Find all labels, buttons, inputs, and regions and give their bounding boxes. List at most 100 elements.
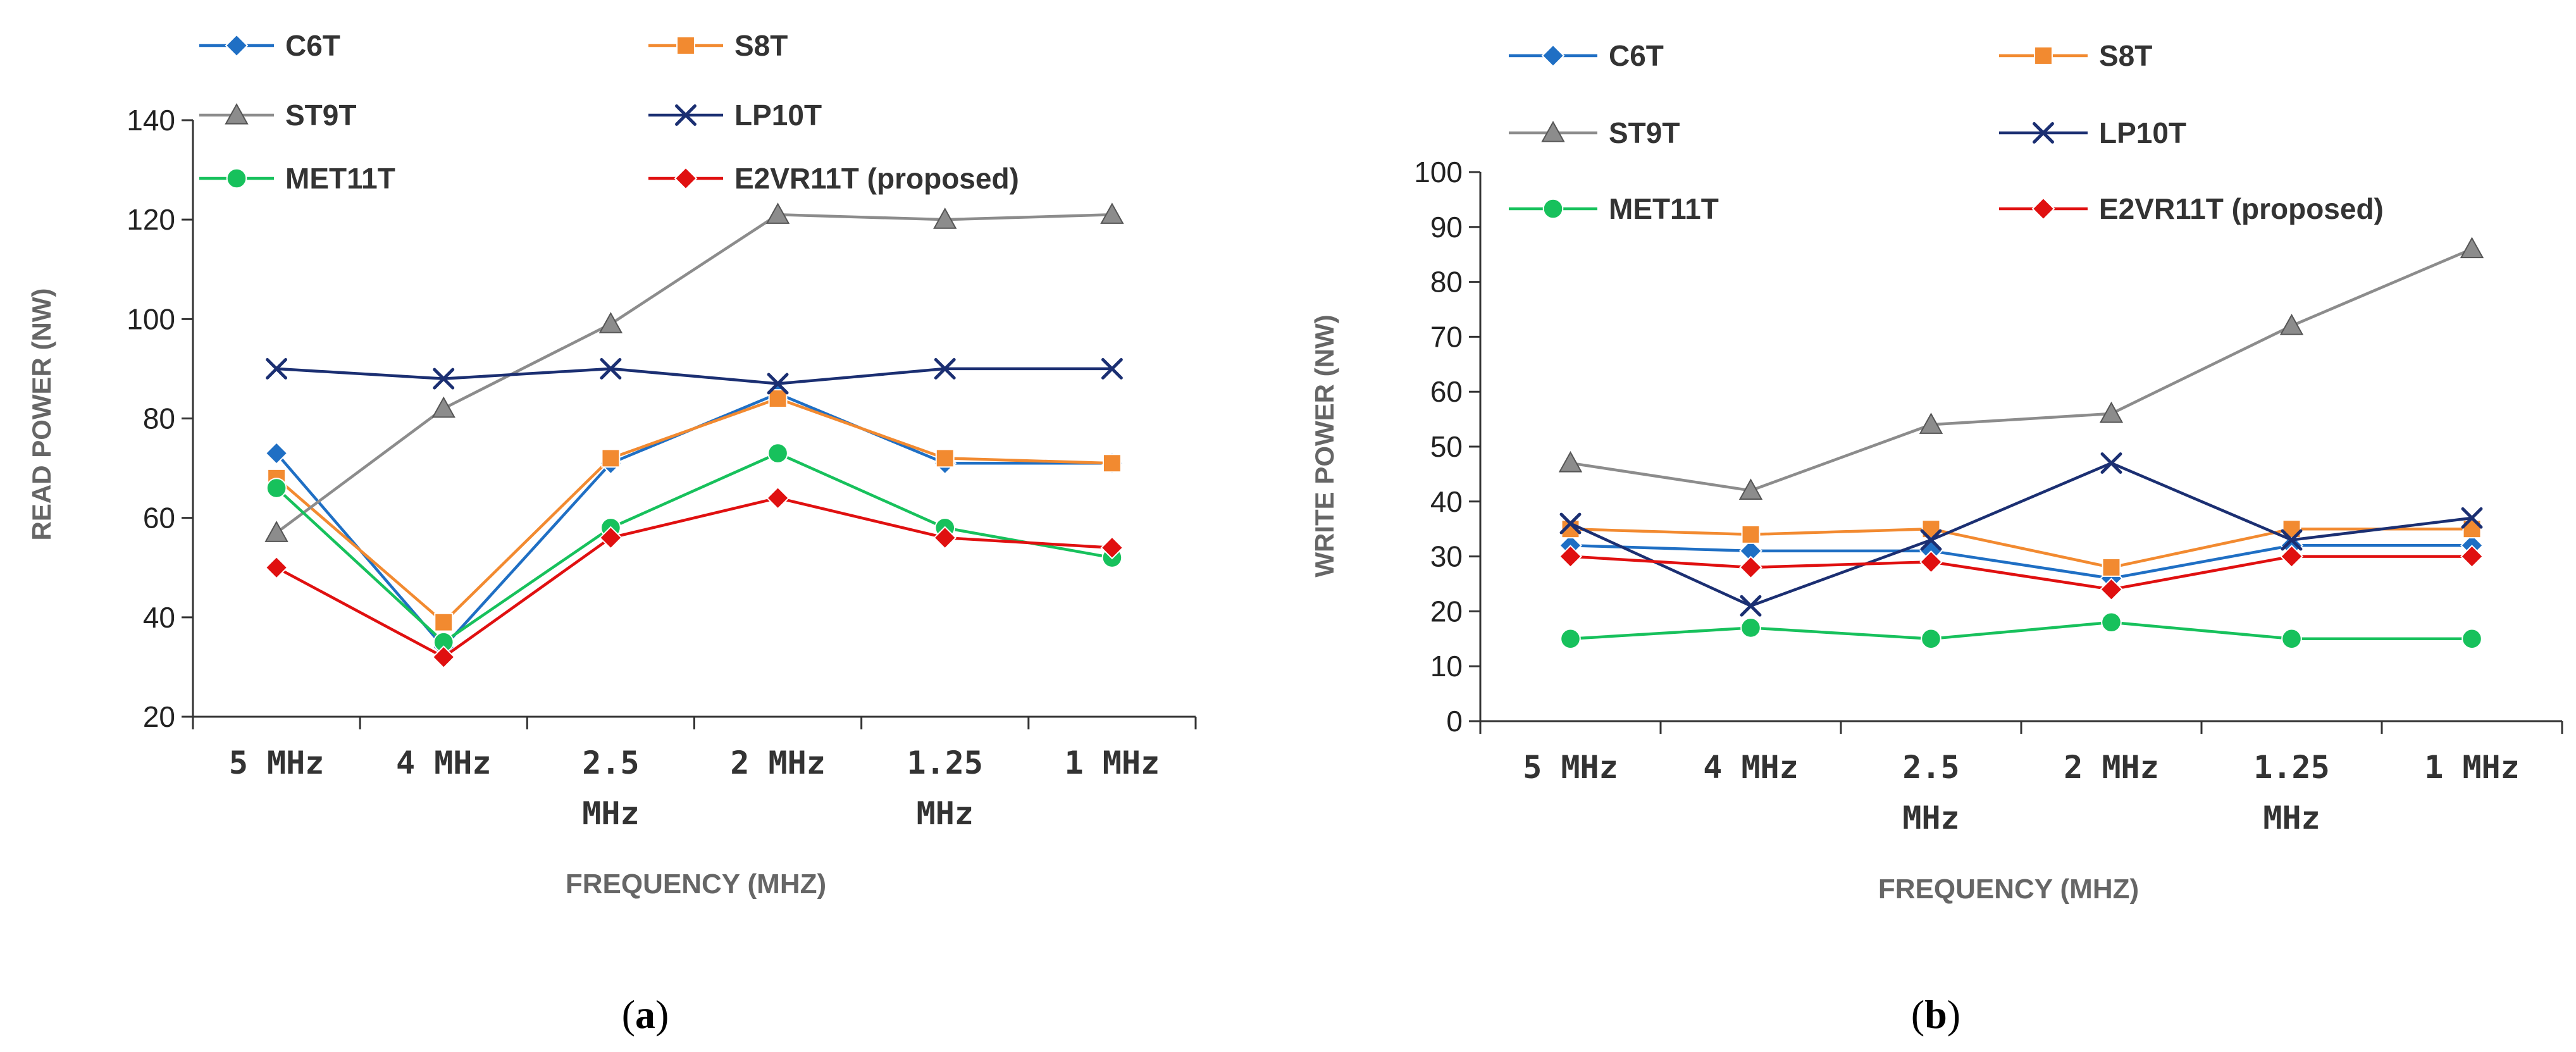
panel-label-close-paren: ) [1947, 992, 1960, 1037]
data-point-circle-marker [767, 443, 788, 464]
data-point-triangle-marker [2460, 237, 2484, 259]
data-point-diamond-marker [1919, 550, 1943, 574]
data-point-triangle-marker [1100, 202, 1124, 224]
data-point-x-marker [2033, 122, 2054, 144]
series-line [275, 392, 1112, 649]
series-line [275, 397, 1112, 624]
legend-label: E2VR11T (proposed) [2099, 192, 2384, 225]
y-tick-label: 30 [1430, 540, 1463, 573]
x-axis-title: FREQUENCY (MHZ) [1878, 874, 2139, 905]
data-point-triangle-marker [2099, 401, 2124, 423]
series-e2vr11t-proposed [1559, 545, 2484, 602]
data-point-x-marker [2461, 507, 2483, 529]
data-point-diamond-marker [264, 442, 288, 465]
series-line [1570, 543, 2472, 580]
y-tick-label: 20 [1430, 595, 1463, 628]
legend-label: S8T [734, 29, 788, 62]
y-tick-label: 80 [143, 402, 175, 435]
x-tick-label: 5 MHz [1523, 749, 1618, 786]
y-tick-label: 120 [127, 203, 175, 236]
data-point-diamond-marker [2100, 578, 2123, 602]
data-point-diamond-marker [1559, 545, 1582, 569]
series-lp10t [266, 357, 1123, 395]
data-point-square-marker [768, 389, 788, 409]
panel-label-open-paren: ( [1911, 992, 1924, 1037]
data-point-circle-marker [1560, 628, 1581, 650]
series-line [275, 213, 1112, 535]
data-point-x-marker [1740, 595, 1762, 617]
data-point-diamond-marker [2460, 545, 2484, 569]
legend-entry: ST9T [199, 99, 356, 132]
x-tick-label: 1.25 [907, 745, 983, 781]
series-line [276, 367, 1112, 385]
x-tick-label: 2 MHz [2064, 749, 2159, 786]
series-st9t [264, 202, 1124, 542]
data-point-circle-marker [2461, 628, 2482, 650]
data-point-triangle-marker [1738, 478, 1763, 500]
x-tick-label: 1 MHz [1065, 745, 1160, 781]
legend-entry: E2VR11T (proposed) [1999, 192, 2384, 225]
data-point-x-marker [1101, 357, 1123, 380]
data-point-circle-marker [2281, 628, 2302, 650]
legend-entry: S8T [1999, 39, 2152, 72]
panel-label-close-paren: ) [655, 992, 669, 1037]
data-point-diamond-marker [264, 555, 288, 579]
legend-label: LP10T [2099, 116, 2186, 149]
data-point-circle-marker [226, 168, 247, 189]
data-point-diamond-marker [599, 526, 622, 550]
data-point-circle-marker [2101, 612, 2122, 633]
legend-entry: ST9T [1509, 116, 1680, 149]
legend-entry: MET11T [1509, 192, 1719, 225]
legend-label: C6T [285, 29, 340, 62]
data-point-x-marker [2281, 529, 2303, 551]
x-tick-label: 1 MHz [2424, 749, 2520, 786]
x-tick-label: MHz [2263, 800, 2320, 836]
data-point-x-marker [600, 357, 622, 380]
y-tick-label: 50 [1430, 430, 1463, 463]
data-point-square-marker [676, 36, 695, 55]
data-point-x-marker [266, 357, 288, 380]
data-point-circle-marker [1740, 617, 1761, 638]
data-point-x-marker [1559, 512, 1582, 535]
series-c6t [264, 381, 1124, 659]
data-point-diamond-marker [766, 486, 790, 510]
legend-label: S8T [2099, 39, 2152, 72]
panel-label-letter: b [1924, 992, 1947, 1037]
x-tick-label: 2 MHz [730, 745, 826, 781]
legend-entry: E2VR11T (proposed) [648, 162, 1019, 195]
data-point-diamond-marker [1541, 44, 1565, 68]
y-tick-label: 40 [143, 601, 175, 634]
write-power-chart: 0 10 20 30 40 50 60 70 80 90 100 5 MHz 4 MHz 2.5 MHz 2 … [1310, 39, 2563, 1037]
data-point-circle-marker [266, 478, 287, 498]
data-point-diamond-marker [225, 34, 249, 58]
legend-label: LP10T [734, 99, 822, 132]
legend-entry: C6T [1509, 39, 1664, 72]
data-point-triangle-marker [765, 202, 790, 224]
data-point-diamond-marker [2280, 545, 2303, 569]
data-point-diamond-marker [674, 166, 698, 190]
data-point-x-marker [1920, 529, 1942, 551]
x-tick-label: 4 MHz [396, 745, 492, 781]
data-point-triangle-marker [431, 396, 455, 418]
data-point-diamond-marker [933, 526, 957, 550]
data-point-triangle-marker [225, 102, 249, 125]
series-line [1570, 621, 2472, 641]
x-tick-label: 5 MHz [229, 745, 325, 781]
series-line [1570, 247, 2473, 492]
series-line [275, 452, 1113, 644]
data-point-triangle-marker [264, 521, 288, 542]
y-tick-label: 60 [1430, 375, 1463, 408]
series-line [1570, 461, 2472, 607]
legend-entry: C6T [199, 29, 340, 62]
data-point-x-marker [934, 357, 956, 380]
data-point-diamond-marker [1739, 555, 1762, 579]
y-tick-label: 60 [143, 502, 175, 535]
panel-label: (a) [622, 992, 669, 1037]
legend-label: ST9T [285, 99, 356, 132]
y-tick-label: 90 [1430, 211, 1463, 244]
y-tick-label: 80 [1430, 266, 1463, 299]
legend-entry: MET11T [199, 162, 395, 195]
data-point-diamond-marker [2031, 197, 2055, 221]
series-e2vr11t-proposed [264, 486, 1124, 669]
data-point-circle-marker [1921, 628, 1941, 650]
